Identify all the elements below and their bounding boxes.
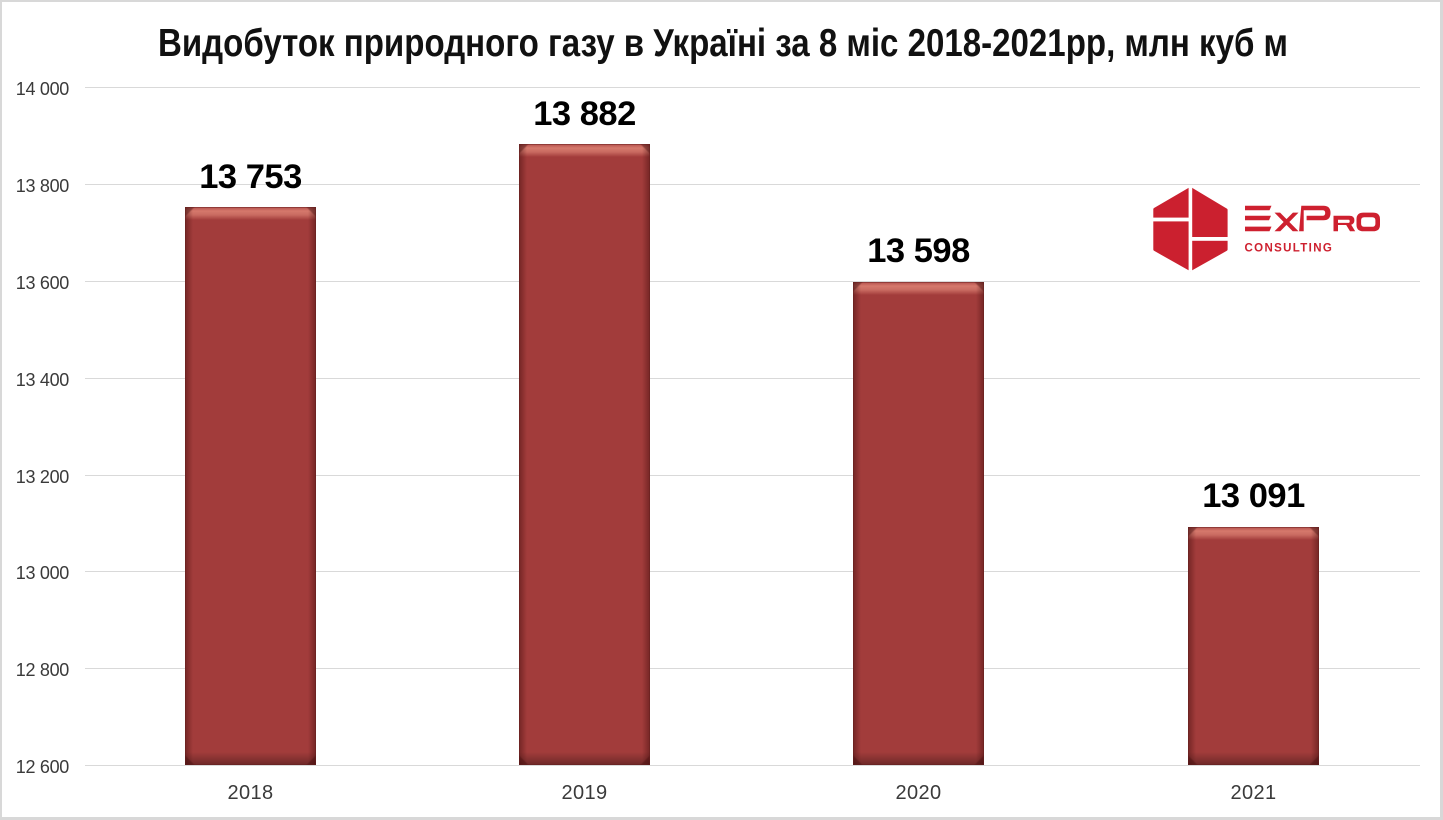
svg-text:CONSULTING: CONSULTING — [1245, 243, 1334, 255]
